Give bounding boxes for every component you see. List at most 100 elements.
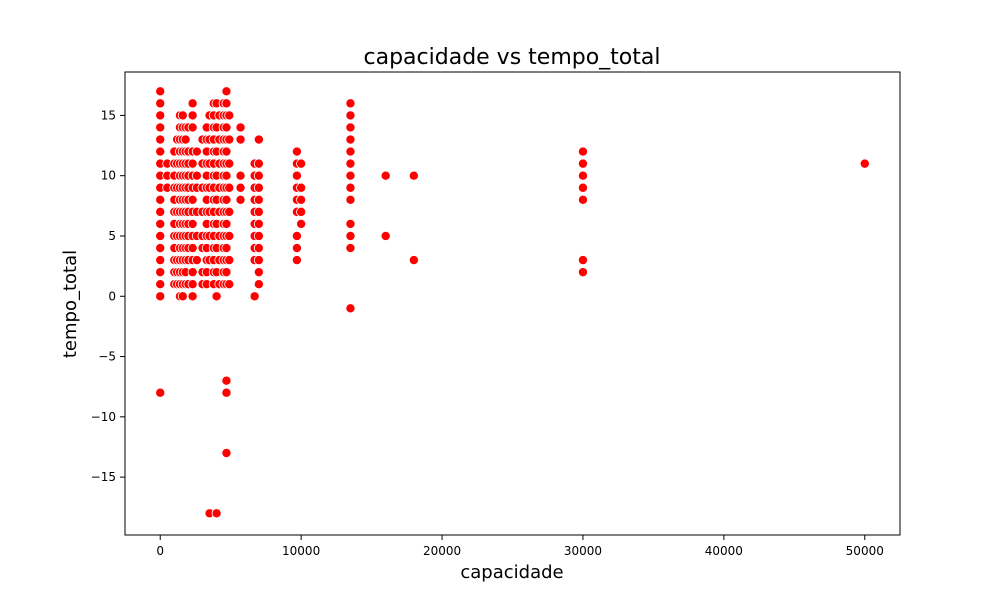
data-point: [155, 243, 166, 254]
data-point: [187, 122, 198, 133]
x-tick-label: 30000: [564, 544, 602, 558]
data-point: [253, 218, 264, 229]
data-point: [345, 194, 356, 205]
data-point: [253, 158, 264, 169]
data-point: [155, 146, 166, 157]
data-point: [187, 158, 198, 169]
data-point: [253, 230, 264, 241]
data-point: [155, 134, 166, 145]
y-tick-label: 15: [101, 108, 116, 122]
data-point: [577, 194, 588, 205]
chart-title: capacidade vs tempo_total: [364, 45, 661, 70]
data-point: [345, 98, 356, 109]
data-point: [291, 243, 302, 254]
data-point: [408, 170, 419, 181]
data-point: [221, 218, 232, 229]
data-point: [224, 230, 235, 241]
data-point: [235, 122, 246, 133]
data-point: [221, 387, 232, 398]
data-point: [155, 194, 166, 205]
data-point: [249, 291, 260, 302]
data-point: [177, 110, 188, 121]
data-point: [221, 194, 232, 205]
data-point: [187, 291, 198, 302]
data-point: [577, 146, 588, 157]
data-point: [296, 206, 307, 217]
data-point: [221, 267, 232, 278]
data-point: [224, 279, 235, 290]
data-point: [211, 291, 222, 302]
data-point: [221, 243, 232, 254]
data-point: [187, 218, 198, 229]
data-point: [221, 375, 232, 386]
data-point: [253, 194, 264, 205]
data-point: [221, 86, 232, 97]
data-point: [155, 230, 166, 241]
y-axis: −15 −10 −5 0 5 10 15: [91, 108, 125, 484]
data-point: [221, 146, 232, 157]
data-point: [187, 279, 198, 290]
data-point: [291, 146, 302, 157]
data-point: [380, 230, 391, 241]
data-point: [224, 134, 235, 145]
data-point: [253, 134, 264, 145]
y-tick-label: 5: [108, 229, 116, 243]
data-point: [345, 134, 356, 145]
data-point: [253, 243, 264, 254]
x-tick-label: 10000: [282, 544, 320, 558]
data-point: [408, 255, 419, 266]
data-point: [191, 170, 202, 181]
data-point: [253, 182, 264, 193]
y-tick-label: −15: [91, 470, 116, 484]
data-point: [155, 279, 166, 290]
data-point: [191, 146, 202, 157]
data-point: [253, 206, 264, 217]
data-point: [296, 194, 307, 205]
x-axis-label: capacidade: [460, 562, 563, 583]
x-tick-label: 50000: [846, 544, 884, 558]
data-point: [345, 218, 356, 229]
data-point: [577, 267, 588, 278]
data-point: [155, 267, 166, 278]
data-point: [291, 255, 302, 266]
x-tick-label: 40000: [705, 544, 743, 558]
data-point: [211, 508, 222, 519]
data-point: [177, 291, 188, 302]
data-point: [224, 206, 235, 217]
data-point: [155, 218, 166, 229]
data-point: [253, 267, 264, 278]
data-point: [296, 182, 307, 193]
data-point: [191, 255, 202, 266]
data-point: [221, 122, 232, 133]
plot-frame: [124, 71, 901, 536]
data-point: [221, 98, 232, 109]
x-tick-label: 20000: [423, 544, 461, 558]
data-point: [345, 158, 356, 169]
data-point: [345, 122, 356, 133]
data-point: [187, 98, 198, 109]
data-point: [577, 158, 588, 169]
y-axis-label: tempo_total: [60, 250, 81, 358]
data-point: [345, 243, 356, 254]
data-point: [155, 291, 166, 302]
data-point: [187, 110, 198, 121]
data-point: [577, 182, 588, 193]
data-point: [345, 230, 356, 241]
data-point: [235, 170, 246, 181]
data-point: [296, 158, 307, 169]
data-point: [224, 255, 235, 266]
data-point: [380, 170, 391, 181]
data-point: [577, 255, 588, 266]
data-point: [291, 170, 302, 181]
data-point: [155, 98, 166, 109]
data-point: [577, 170, 588, 181]
data-point: [253, 170, 264, 181]
data-point: [235, 194, 246, 205]
data-point: [155, 387, 166, 398]
data-point: [155, 110, 166, 121]
data-points: [155, 86, 870, 519]
data-point: [859, 158, 870, 169]
x-axis: 0 10000 20000 30000 40000 50000: [156, 535, 884, 558]
